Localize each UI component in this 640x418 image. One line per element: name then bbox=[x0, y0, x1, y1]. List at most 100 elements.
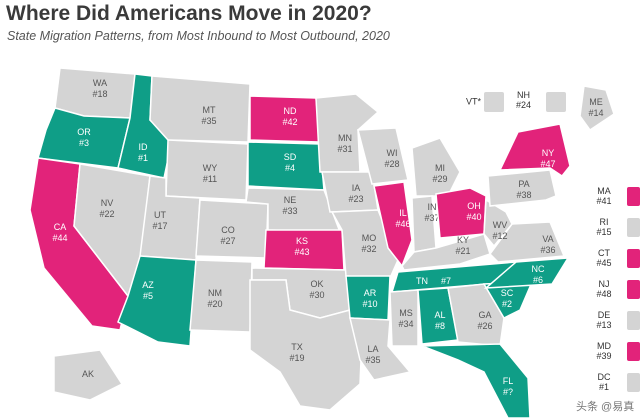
state-rank: #4 bbox=[285, 163, 295, 173]
vt-label: VT* bbox=[466, 96, 482, 107]
state-abbr: NV bbox=[101, 198, 114, 208]
legend-de: DE #13 bbox=[584, 310, 640, 330]
OR: OR#3 bbox=[37, 107, 131, 169]
state-abbr: AZ bbox=[142, 280, 154, 290]
state-abbr: NC bbox=[532, 264, 545, 274]
state-rank: #20 bbox=[207, 299, 222, 309]
state-abbr: MS bbox=[399, 308, 413, 318]
legend-ct: CT #45 bbox=[584, 248, 640, 268]
NY: NY#47 bbox=[498, 123, 571, 178]
state-rank: #34 bbox=[398, 319, 413, 329]
MT: MT#35 bbox=[149, 75, 251, 143]
state-abbr: WV bbox=[493, 220, 508, 230]
state-rank: #23 bbox=[348, 194, 363, 204]
WA: WA#18 bbox=[54, 67, 136, 119]
legend-label: MA #41 bbox=[584, 186, 624, 206]
state-rank: #30 bbox=[309, 290, 324, 300]
legend-abbr: NJ bbox=[598, 279, 610, 289]
state-abbr: CO bbox=[221, 225, 235, 235]
legend-abbr: MA bbox=[597, 186, 611, 196]
state-abbr: NE bbox=[284, 195, 297, 205]
VA: VA#36 bbox=[489, 221, 566, 263]
legend-abbr: RI bbox=[599, 217, 609, 227]
state-rank: #17 bbox=[152, 221, 167, 231]
legend-swatch bbox=[627, 342, 640, 361]
state-rank: #29 bbox=[432, 174, 447, 184]
legend-md: MD #39 bbox=[584, 341, 640, 361]
state-abbr: MO bbox=[362, 233, 377, 243]
nh-swatch bbox=[546, 92, 566, 112]
KY: KY#21 bbox=[401, 233, 491, 271]
state-rank: #42 bbox=[282, 117, 297, 127]
state-rank: #18 bbox=[92, 89, 107, 99]
legend-rank: #1 bbox=[598, 382, 609, 392]
state-rank: #6 bbox=[533, 275, 543, 285]
state-abbr: KY bbox=[457, 235, 469, 245]
legend-ma: MA #41 bbox=[584, 186, 640, 206]
legend-abbr: CT bbox=[598, 248, 610, 258]
IL: IL#46 bbox=[373, 181, 413, 268]
legend-swatch bbox=[627, 280, 640, 299]
state-rank: #14 bbox=[588, 108, 603, 118]
legend-rank: #41 bbox=[596, 196, 612, 206]
legend-rank: #48 bbox=[596, 289, 612, 299]
WV: WV#12 bbox=[483, 198, 513, 248]
legend-abbr: MD bbox=[597, 341, 611, 351]
state-rank: #7 bbox=[441, 276, 451, 286]
legend-abbr: DE bbox=[597, 310, 611, 320]
legend-rank: #15 bbox=[596, 227, 612, 237]
state-abbr: AL bbox=[434, 310, 445, 320]
IA: IA#23 bbox=[321, 171, 379, 213]
state-abbr: OK bbox=[310, 279, 323, 289]
state-abbr: OR bbox=[77, 127, 91, 137]
state-abbr: PA bbox=[518, 179, 529, 189]
legend-ri: RI #15 bbox=[584, 217, 640, 237]
state-rank: #11 bbox=[203, 174, 217, 184]
legend-swatch bbox=[627, 187, 640, 206]
state-abbr: ID bbox=[139, 142, 149, 152]
state-abbr: VA bbox=[542, 234, 553, 244]
state-rank: #35 bbox=[201, 116, 216, 126]
state-rank: #35 bbox=[365, 355, 380, 365]
state-rank: #12 bbox=[492, 231, 507, 241]
state-rank: #33 bbox=[282, 206, 297, 216]
state-abbr: WI bbox=[387, 148, 398, 158]
OH: OH#40 bbox=[435, 187, 487, 239]
state-abbr: SD bbox=[284, 152, 297, 162]
legend-label: RI #15 bbox=[584, 217, 624, 237]
vt-callout: VT* bbox=[466, 92, 504, 112]
legend-dc: DC #1 bbox=[584, 372, 640, 392]
state-rank: #1 bbox=[138, 153, 148, 163]
legend-swatch bbox=[627, 218, 640, 237]
state-rank: #31 bbox=[337, 144, 352, 154]
state-rank: #22 bbox=[99, 209, 114, 219]
vt-swatch bbox=[483, 92, 504, 112]
state-rank: #10 bbox=[362, 299, 377, 309]
state-rank: #27 bbox=[220, 236, 235, 246]
state-abbr: ND bbox=[284, 106, 297, 116]
legend-abbr: DC bbox=[597, 372, 611, 382]
ND: ND#42 bbox=[249, 95, 321, 143]
page-title: Where Did Americans Move in 2020? bbox=[6, 2, 372, 25]
NC: NC#6 bbox=[483, 257, 570, 289]
watermark: 头条 @易真 bbox=[576, 401, 635, 413]
state-abbr: IL bbox=[399, 208, 407, 218]
state-abbr: MT bbox=[203, 105, 216, 115]
FL: FL#? bbox=[421, 343, 531, 418]
state-rank: #2 bbox=[502, 299, 512, 309]
legend-label: CT #45 bbox=[584, 248, 624, 268]
AK: AK bbox=[53, 349, 124, 401]
state-abbr: TX bbox=[291, 342, 303, 352]
LA: LA#35 bbox=[349, 317, 412, 381]
legend-label: DE #13 bbox=[584, 310, 624, 330]
nh-label: NH bbox=[517, 90, 531, 100]
legend-swatch bbox=[627, 373, 640, 392]
state-rank: #8 bbox=[435, 321, 445, 331]
nh-callout: NH #24 bbox=[516, 90, 531, 110]
state-rank: #26 bbox=[477, 321, 492, 331]
state-rank: #32 bbox=[361, 244, 376, 254]
MS: MS#34 bbox=[389, 289, 419, 347]
state-abbr: LA bbox=[367, 344, 378, 354]
